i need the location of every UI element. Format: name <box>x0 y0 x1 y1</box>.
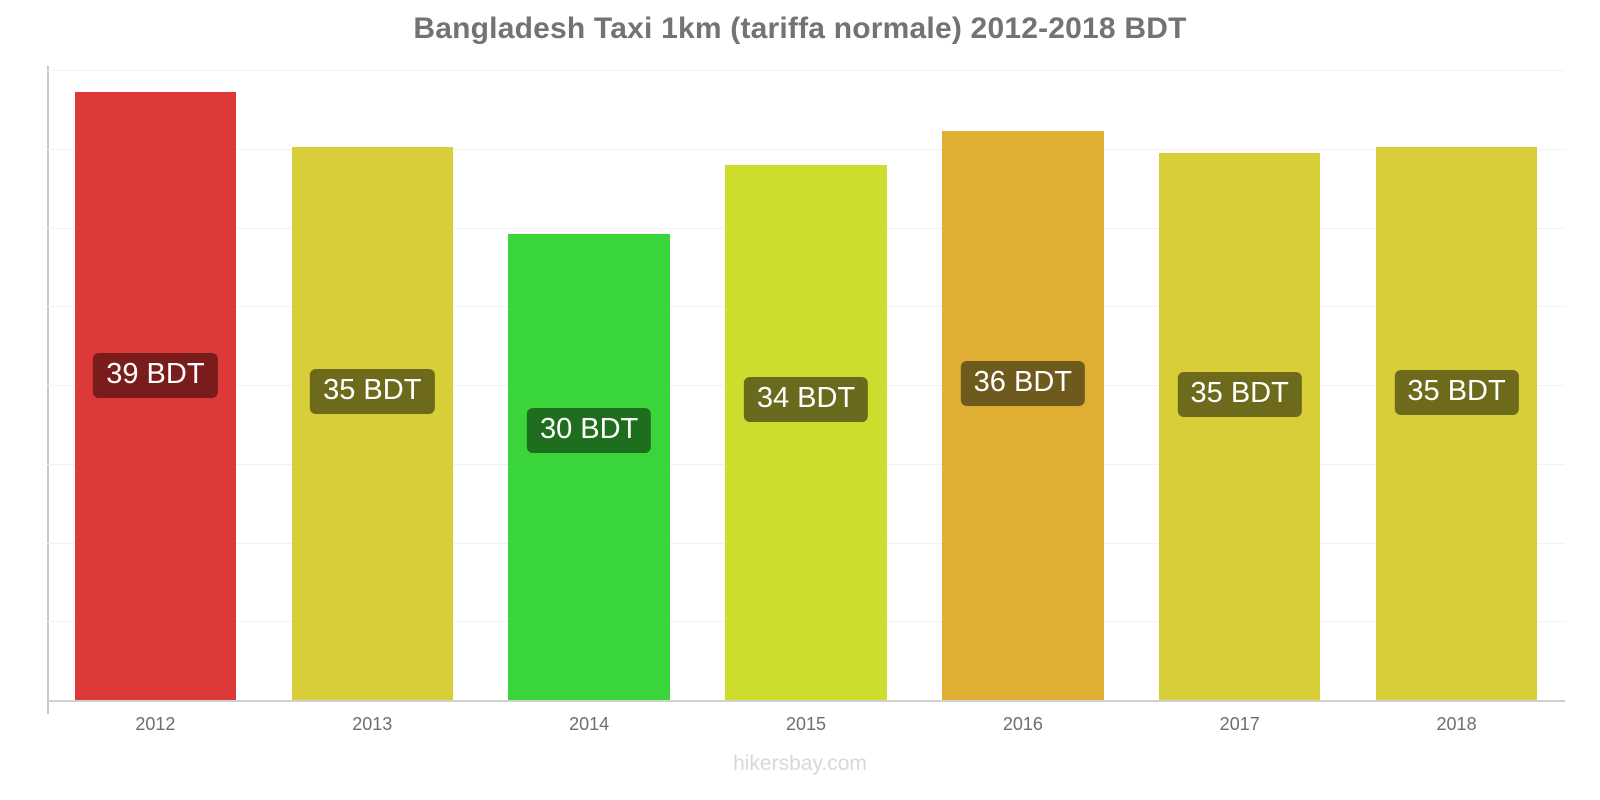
bar-2018[interactable] <box>1375 147 1538 700</box>
y-tick-label-20: 20 <box>0 374 5 396</box>
bar-2014[interactable] <box>508 233 670 700</box>
y-tick-label-15: 15 <box>0 453 5 475</box>
x-tick-label-2013: 2013 <box>352 714 393 734</box>
x-tick-label-2018: 2018 <box>1436 714 1477 734</box>
bar-2013[interactable] <box>291 147 454 700</box>
y-tick-label-35: 35 <box>0 138 5 160</box>
x-axis-spine <box>47 700 1565 702</box>
bar-2015[interactable] <box>725 164 887 700</box>
bar-2016[interactable] <box>942 131 1104 700</box>
y-tick-label-5: 5 <box>0 610 5 632</box>
bars-layer: 39 BDT 35 BDT 30 BDT 34 BDT 36 BDT 35 BDT 35 B… <box>47 70 1565 700</box>
gridline-0 <box>47 700 1565 701</box>
bar-group-2015[interactable]: 34 BDT <box>725 70 887 700</box>
y-tick-label-10: 10 <box>0 532 5 554</box>
watermark-hikersbay: hikersbay.com <box>733 752 867 775</box>
bar-value-label-2014: 30 BDT <box>526 408 652 454</box>
bar-group-2018[interactable]: 35 BDT <box>1375 70 1538 700</box>
bar-value-label-2012: 39 BDT <box>93 353 218 399</box>
x-tick-label-2015: 2015 <box>785 714 827 734</box>
y-tick-label-0: 0 <box>0 689 5 711</box>
x-tick-label-2016: 2016 <box>1002 714 1043 734</box>
bar-group-2013[interactable]: 35 BDT <box>291 70 454 700</box>
bar-group-2016[interactable]: 36 BDT <box>942 70 1104 700</box>
bar-value-label-2013: 35 BDT <box>310 368 435 414</box>
chart-title: Bangladesh Taxi 1km (tariffa normale) 20… <box>413 12 1187 45</box>
bar-2017[interactable] <box>1158 153 1321 700</box>
bar-value-label-2017: 35 BDT <box>1177 372 1302 418</box>
gridline-40 <box>47 70 1565 71</box>
bar-value-label-2015: 34 BDT <box>743 376 869 422</box>
bar-group-2014[interactable]: 30 BDT <box>508 70 670 700</box>
gridline-35 <box>47 148 1565 150</box>
bar-value-label-2018: 35 BDT <box>1394 370 1519 416</box>
x-tick-label-2012: 2012 <box>135 714 176 734</box>
bar-value-label-2016: 36 BDT <box>960 361 1085 406</box>
x-tick-label-2017: 2017 <box>1219 714 1260 734</box>
y-tick-label-25: 25 <box>0 295 5 317</box>
bar-group-2012[interactable]: 39 BDT <box>74 70 237 700</box>
bar-group-2017[interactable]: 35 BDT <box>1158 70 1321 700</box>
y-axis-spine <box>47 66 49 714</box>
y-tick-label-30: 30 <box>0 217 5 239</box>
y-tick-label-40: 40 <box>0 59 5 81</box>
x-tick-label-2014: 2014 <box>569 714 610 734</box>
